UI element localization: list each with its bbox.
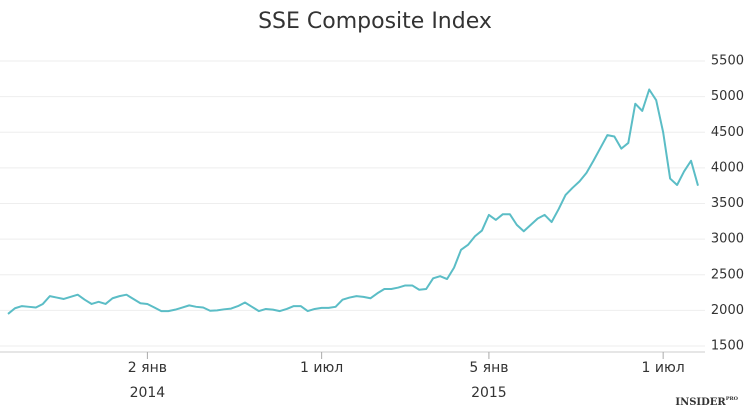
y-tick-label: 4500 (711, 125, 744, 140)
y-tick-label: 2500 (711, 267, 744, 282)
watermark-sup: PRO (726, 396, 739, 402)
x-year-label: 2015 (471, 385, 507, 401)
y-tick-label: 2000 (711, 303, 744, 318)
chart-title: SSE Composite Index (258, 9, 492, 34)
y-tick-label: 3000 (711, 232, 744, 247)
x-tick-label: 5 янв (469, 360, 508, 376)
x-tick-label: 1 июл (300, 360, 343, 376)
y-tick-label: 4000 (711, 160, 744, 175)
y-tick-label: 5500 (711, 54, 744, 69)
y-tick-label: 1500 (711, 339, 744, 354)
x-year-label: 2014 (130, 385, 166, 401)
y-tick-label: 3500 (711, 196, 744, 211)
x-tick-label: 2 янв (128, 360, 167, 376)
x-tick-label: 1 июл (642, 360, 685, 376)
watermark: INSIDERPRO (675, 396, 738, 408)
y-tick-label: 5000 (711, 89, 744, 104)
line (7, 88, 699, 315)
watermark-main: INSIDER (675, 397, 726, 408)
